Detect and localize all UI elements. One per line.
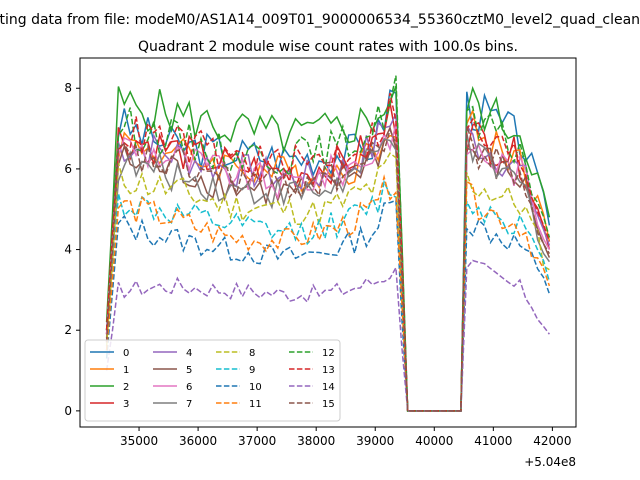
legend-label-13: 13 [322, 365, 335, 376]
y-tick-label: 0 [64, 404, 72, 418]
suptitle: Plotting data from file: modeM0/AS1A14_0… [0, 12, 640, 28]
legend-label-14: 14 [322, 382, 335, 393]
legend-label-1: 1 [123, 365, 129, 376]
legend-label-12: 12 [322, 348, 335, 359]
legend-label-9: 9 [249, 365, 255, 376]
legend-label-6: 6 [186, 382, 192, 393]
legend-label-15: 15 [322, 399, 335, 410]
x-tick-label: 37000 [238, 434, 276, 448]
legend-label-4: 4 [186, 348, 192, 359]
y-tick-label: 8 [64, 81, 72, 95]
series-line-14 [105, 259, 550, 412]
x-tick-label: 41000 [474, 434, 512, 448]
series-line-6 [105, 123, 551, 412]
x-tick-label: 42000 [533, 434, 571, 448]
x-tick-label: 40000 [415, 434, 453, 448]
x-offset-label: +5.04e8 [524, 455, 576, 469]
series-line-13 [105, 92, 551, 412]
legend-label-3: 3 [123, 399, 129, 410]
y-tick-label: 2 [64, 323, 72, 337]
series-line-8 [105, 152, 550, 412]
y-tick-label: 4 [64, 243, 72, 257]
legend-label-8: 8 [249, 348, 255, 359]
y-tick-label: 6 [64, 162, 72, 176]
x-tick-label: 35000 [120, 434, 158, 448]
x-tick-label: 36000 [179, 434, 217, 448]
y-axis: 0 2 4 6 8 [64, 81, 80, 418]
legend-label-0: 0 [123, 348, 129, 359]
legend-label-2: 2 [123, 382, 129, 393]
series-line-11 [105, 174, 551, 412]
legend-label-7: 7 [186, 399, 192, 410]
legend-label-11: 11 [249, 399, 262, 410]
chart-title: Quadrant 2 module wise count rates with … [138, 39, 518, 55]
legend-box [84, 339, 341, 422]
x-tick-label: 39000 [356, 434, 394, 448]
legend-label-5: 5 [186, 365, 192, 376]
series-line-12 [105, 75, 551, 412]
series-line-7 [105, 133, 551, 412]
plot-lines [105, 75, 551, 412]
plot-frame [79, 57, 577, 428]
legend-label-10: 10 [249, 382, 262, 393]
series-line-10 [105, 199, 551, 412]
series-line-2 [105, 85, 551, 412]
x-axis: 35000 36000 37000 38000 39000 40000 41000 42000 [120, 427, 571, 448]
series-line-15 [105, 125, 551, 412]
x-tick-label: 38000 [297, 434, 335, 448]
